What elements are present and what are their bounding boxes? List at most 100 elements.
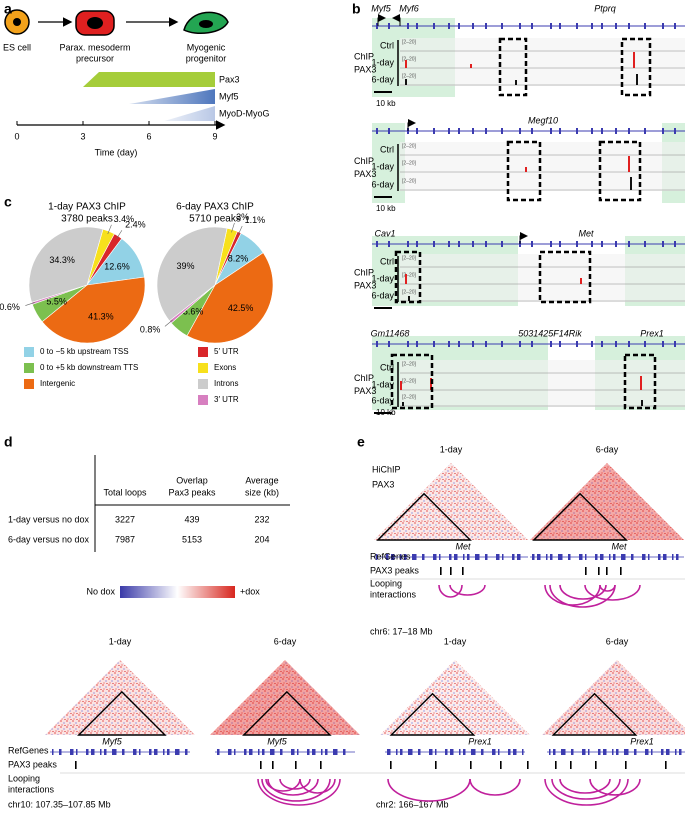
legend-swatch [198,347,208,357]
loop-arc [589,778,641,796]
heatmap-overlay [45,660,195,735]
exon [86,749,89,755]
heatmap [45,660,195,735]
highlight-box [538,250,592,304]
assay-label: ChIP [354,267,374,277]
legend-label: 3′ UTR [214,395,239,404]
gene-name: Gm11468 [371,328,410,338]
heatmap-overlay [542,660,685,735]
exon [595,554,598,560]
exon [376,341,378,347]
row-label: 6-day [371,290,394,300]
x-tick-label: 0 [14,131,19,141]
exon [433,554,437,560]
panel-letter: b [352,1,361,17]
exon [627,749,629,755]
legend-swatch [198,363,208,373]
leader-line [164,319,173,327]
panel-letter: c [4,194,12,210]
assay-label: PAX3 [354,386,376,396]
exon [591,23,593,29]
exon [519,23,521,29]
exon [400,554,402,560]
exon [571,749,574,755]
exon [485,128,487,134]
exon [498,749,500,755]
panel-letter: a [4,1,12,17]
leader-line [107,224,112,235]
peak [555,761,557,769]
exon [448,241,450,247]
exon [531,241,533,247]
highlight-box [598,140,642,202]
exon [558,554,562,560]
exon [217,749,220,755]
track-label: interactions [8,784,55,794]
row-label: 6-day [371,395,394,405]
marker-bar [83,72,215,87]
leader-line [231,222,235,233]
exon [600,554,604,560]
exon [258,749,260,755]
leader-line [237,225,243,236]
exon [501,23,503,29]
value-label: 0.8% [140,324,161,334]
exon [546,554,548,560]
legend-swatch [24,379,34,389]
peak [405,60,407,68]
peak [527,761,529,769]
exon [674,341,676,347]
exon [178,749,180,755]
exon [591,241,593,247]
highlight-box [394,250,422,304]
exon [564,749,566,755]
exon [445,749,448,755]
pie-slice [156,226,228,322]
exon [674,128,676,134]
table-header: Pax3 peaks [168,487,216,497]
legend-label: 5′ UTR [214,347,239,356]
exon [644,241,646,247]
track-bg [400,142,685,191]
exon [559,23,561,29]
value-label: 34.3% [49,255,75,265]
exon [388,23,390,29]
exon [104,749,107,755]
exon [439,554,441,560]
loop-arc [544,778,629,806]
exon [624,749,628,755]
assay-label: ChIP [354,51,374,61]
exon [391,554,395,560]
peak [470,761,472,769]
peak [500,761,502,769]
highlight-box [620,37,652,97]
map-title: 6-day [606,636,629,646]
value-label: 1.1% [245,215,266,225]
stage-label: Myogenic [187,42,226,52]
loop-arc [438,584,463,598]
exon [100,749,102,755]
table-header: Average [245,475,278,485]
exon [517,554,521,560]
colorbar [120,586,235,598]
gene-name: Met [578,228,594,238]
heatmap [374,463,528,540]
exon [674,23,676,29]
gene-name: Myf6 [399,3,419,13]
exon [613,554,616,560]
stage-icons [4,9,229,36]
exon [588,749,590,755]
exon [661,749,664,755]
table-header: size (kb) [245,487,279,497]
pie-slice [41,276,146,344]
exon [404,554,407,560]
exon [585,554,587,560]
exon [550,23,552,29]
value-label: 41.3% [88,311,114,321]
loop-arc [544,584,601,606]
value-label: 8.2% [228,253,249,263]
exon [433,341,435,347]
exon [550,241,552,247]
row-label: Ctrl [380,362,394,372]
